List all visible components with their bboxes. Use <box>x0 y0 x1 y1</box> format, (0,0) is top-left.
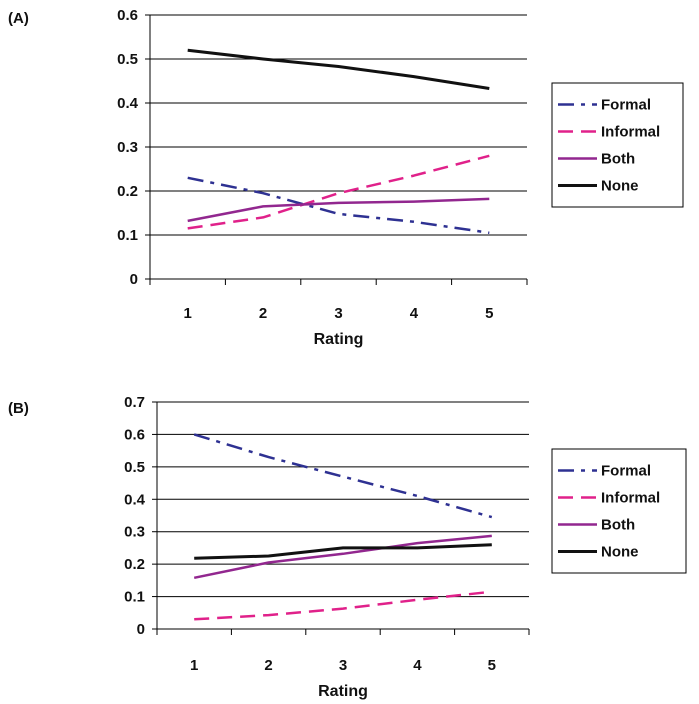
x-axis-label: Rating <box>318 683 368 700</box>
y-tick-label: 0.2 <box>117 183 138 200</box>
legend: Formal Informal Both None <box>551 448 687 574</box>
series-line-informal <box>194 590 492 621</box>
x-tick-label: 3 <box>339 657 347 674</box>
legend-label: None <box>601 544 639 561</box>
legend: Formal Informal Both None <box>551 82 684 208</box>
x-tick-label: 4 <box>413 657 422 674</box>
series-line-both <box>193 534 492 580</box>
panel-label: (B) <box>8 400 29 417</box>
legend-label: Informal <box>601 490 660 507</box>
legend-label: Formal <box>601 463 651 480</box>
y-tick-label: 0 <box>137 621 145 638</box>
y-tick-label: 0.4 <box>124 491 146 508</box>
y-tick-label: 0.6 <box>124 426 145 443</box>
y-tick-label: 0.5 <box>124 459 145 476</box>
y-tick-label: 0.2 <box>124 556 145 573</box>
legend-label: Informal <box>601 124 660 141</box>
y-tick-label: 0.4 <box>117 95 139 112</box>
legend-label: Formal <box>601 97 651 114</box>
y-tick-label: 0.6 <box>117 7 138 24</box>
y-tick-label: 0.1 <box>124 589 145 606</box>
y-tick-label: 0.3 <box>117 139 138 156</box>
x-tick-label: 2 <box>259 305 267 322</box>
legend-label: None <box>601 178 639 195</box>
legend-label: Both <box>601 517 635 534</box>
series-line-both <box>187 197 490 223</box>
y-tick-label: 0.1 <box>117 227 138 244</box>
series-line-formal <box>193 433 493 519</box>
y-tick-label: 0.5 <box>117 51 138 68</box>
series-line-formal <box>187 176 490 235</box>
series-line-none <box>194 543 492 560</box>
chart-panel-a: (A) 0 0.1 0.2 0.3 0.4 0.5 0.6 1 2 3 4 5 Rating Formal I… <box>8 7 684 348</box>
x-axis-label: Rating <box>314 331 364 348</box>
legend-label: Both <box>601 151 635 168</box>
y-tick-label: 0.7 <box>124 394 145 411</box>
x-tick-label: 1 <box>184 305 192 322</box>
x-tick-label: 5 <box>485 305 493 322</box>
chart-panel-b: (B) 0 0.1 0.2 0.3 0.4 0.5 0.6 0.7 1 2 3 4 5 Rating Form… <box>8 394 687 700</box>
y-tick-label: 0 <box>130 271 138 288</box>
series-line-informal <box>187 154 490 230</box>
panel-label: (A) <box>8 10 29 27</box>
x-tick-label: 3 <box>334 305 342 322</box>
x-tick-label: 1 <box>190 657 198 674</box>
y-tick-label: 0.3 <box>124 524 145 541</box>
series-line-none <box>187 48 490 90</box>
x-tick-label: 2 <box>264 657 272 674</box>
x-tick-label: 5 <box>488 657 496 674</box>
x-tick-label: 4 <box>410 305 419 322</box>
